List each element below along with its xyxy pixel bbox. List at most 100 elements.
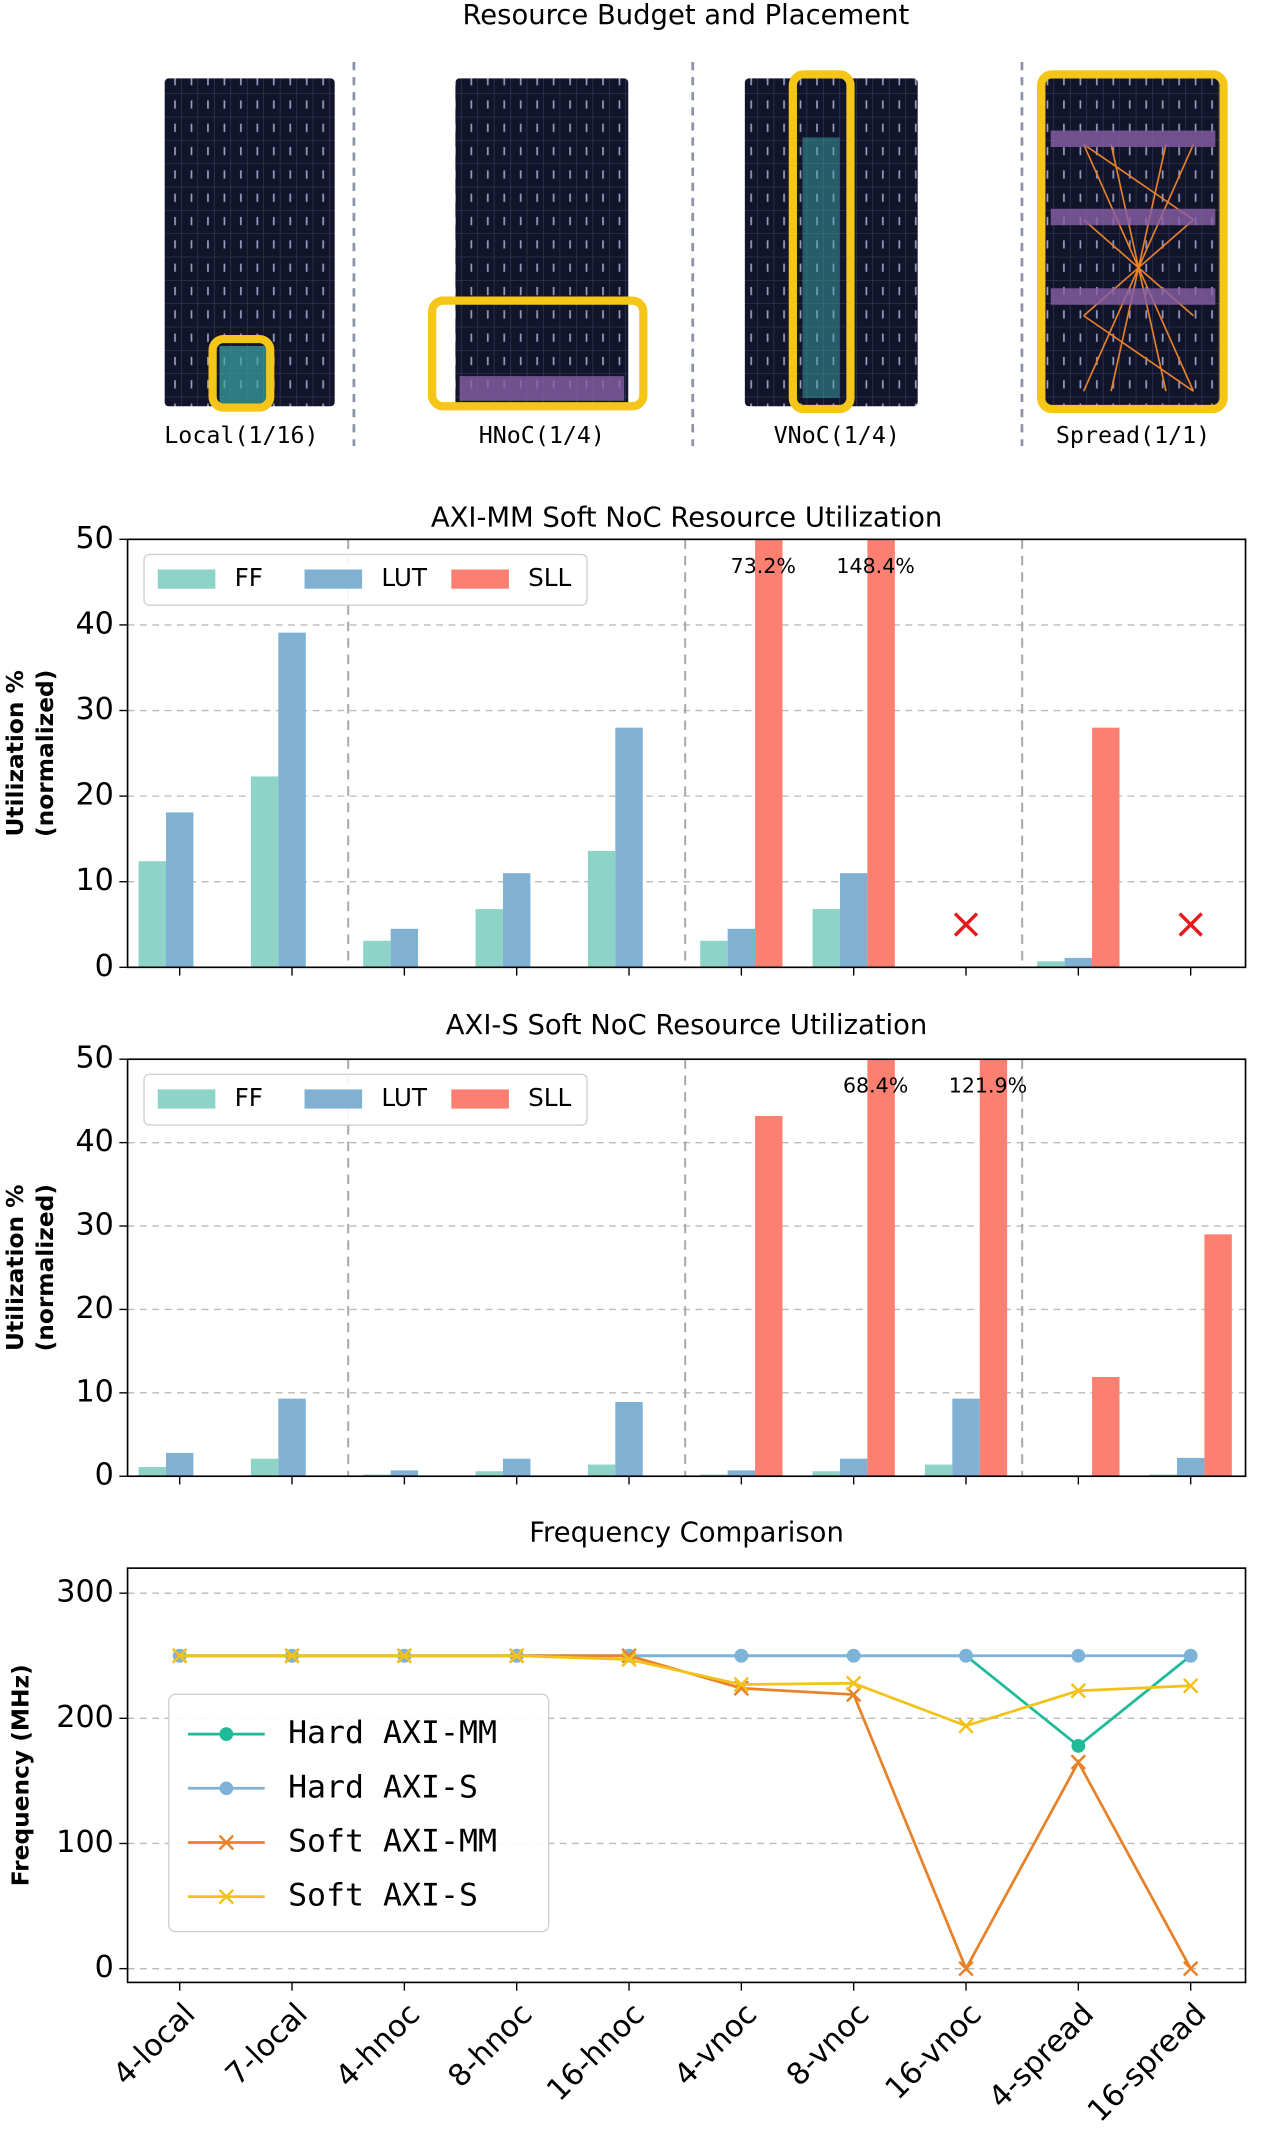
point [621,1651,637,1668]
bar [924,1464,953,1477]
point [958,1718,974,1734]
bar [812,909,840,968]
legend-swatch [304,1089,363,1109]
bar [390,1470,419,1477]
y-axis-label: Utilization % [2,670,29,836]
y-tick-label: 20 [75,1291,113,1326]
bar [587,1464,616,1477]
bar [1092,1376,1120,1477]
y-axis-label: Utilization % [2,1184,29,1350]
plot-frame [126,538,1247,969]
bar [1149,1474,1177,1477]
point [845,1675,862,1692]
bar [250,1458,279,1477]
y-tick-label: 0 [95,949,114,984]
legend-label: Hard AXI-S [288,1769,478,1805]
legend-label: Soft AXI-MM [288,1823,497,1859]
y-tick-label: 50 [75,521,113,556]
value-label: 68.4% [843,1074,908,1098]
placement-label: VNoC(1/4) [774,422,900,449]
placement-label: HNoC(1/4) [479,422,605,449]
y-tick-label: 100 [56,1825,114,1860]
bar [867,1059,895,1477]
bar [979,1059,1008,1477]
y-tick-label: 200 [56,1700,114,1735]
x-tick-label: 16-vnoc [879,1997,989,2107]
chart-title: AXI-S Soft NoC Resource Utilization [446,1010,928,1041]
legend-label: FF [235,1083,263,1112]
bar [755,1115,783,1477]
bar [1064,957,1093,968]
bar [1037,961,1065,968]
point [959,1648,973,1663]
bar [138,1467,166,1477]
point [284,1648,300,1664]
chart-title: Frequency Comparison [529,1517,844,1548]
bar [1176,1457,1205,1477]
bar [1092,727,1120,968]
plot-frame [126,1058,1247,1478]
bar [502,1458,531,1477]
point [1182,1678,1199,1694]
y-tick-label: 30 [75,1208,113,1243]
bar [727,928,756,968]
point [396,1648,413,1664]
y-axis-label: (normalized) [32,670,59,837]
bar [363,1474,391,1477]
y-axis-label: (normalized) [32,1184,59,1351]
point [733,1676,750,1693]
bar [952,1398,980,1477]
x-tick-label: 7-local [219,1997,315,2093]
value-label: 73.2% [731,554,796,578]
bar [363,940,391,968]
value-label: 148.4% [836,554,914,578]
y-tick-label: 10 [75,1374,113,1409]
bars [138,539,1120,968]
legend-label: Soft AXI-S [288,1878,478,1914]
legend-label: SLL [528,1083,571,1112]
point [845,1686,862,1703]
bar [1204,1234,1232,1477]
panel-title: Resource Budget and Placement [462,0,909,31]
legend-box [168,1693,550,1933]
legend-label: FF [235,563,263,592]
point [508,1648,525,1664]
x-tick-label: 4-local [107,1997,203,2093]
plot-frame [126,1567,1247,1984]
point [846,1648,861,1663]
y-tick-label: 0 [95,1950,114,1985]
bar [812,1471,840,1477]
y-tick-label: 300 [56,1575,114,1610]
legend-marker [219,1727,234,1741]
value-label: 121.9% [949,1074,1027,1098]
y-tick-label: 40 [75,1124,113,1159]
legend-marker [218,1834,235,1851]
legend-swatch [451,569,509,589]
x-tick-label: 4-vnoc [668,1997,764,2093]
legend-swatch [157,569,216,589]
point [734,1648,749,1663]
legend-marker [219,1781,234,1796]
bar [278,1398,306,1477]
series-line [179,1654,1191,1728]
bar [755,539,783,968]
legend-box [143,1073,588,1126]
bar [587,850,616,968]
legend-label: SLL [528,563,571,592]
bar [727,1470,756,1477]
point [958,1960,974,1977]
y-tick-label: 0 [95,1458,114,1493]
chart-title: AXI-MM Soft NoC Resource Utilization [431,502,942,533]
placement-label: Local(1/16) [164,422,318,449]
bar [839,873,868,968]
point [1183,1648,1198,1663]
x-tick-label: 8-vnoc [780,1997,876,2093]
x-tick-label: 16-hnoc [540,1997,651,2108]
legend-marker [218,1888,235,1905]
point [1182,1960,1199,1977]
point [1070,1754,1087,1770]
failure-marker [1178,912,1203,937]
legend-label: LUT [381,563,428,592]
point [1071,1739,1086,1753]
